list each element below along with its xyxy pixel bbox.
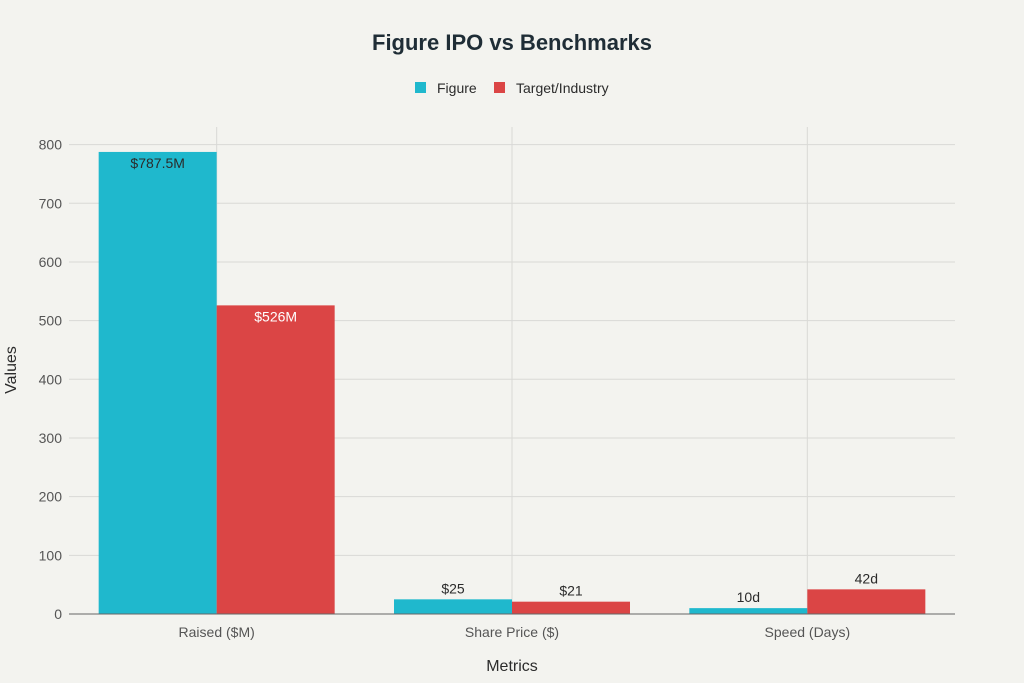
y-axis-title: Values <box>3 346 20 394</box>
y-tick-label: 600 <box>39 254 63 270</box>
data-label: $526M <box>254 308 297 324</box>
x-tick-label: Raised ($M) <box>179 624 255 640</box>
y-tick-label: 800 <box>39 137 63 153</box>
x-axis-title: Metrics <box>486 658 538 675</box>
y-tick-label: 500 <box>39 313 63 329</box>
bar-target-2 <box>807 589 926 614</box>
y-tick-label: 100 <box>39 547 63 563</box>
x-tick-label: Share Price ($) <box>465 624 559 640</box>
chart-title: Figure IPO vs Benchmarks <box>372 30 652 55</box>
y-tick-label: 400 <box>39 371 63 387</box>
bars <box>98 151 926 614</box>
y-tick-label: 200 <box>39 489 63 505</box>
data-labels: $787.5M $25 10d $526M $21 42d <box>130 155 878 605</box>
legend-swatch-figure <box>415 82 426 93</box>
y-tick-label: 700 <box>39 195 63 211</box>
legend: Figure Target/Industry <box>415 80 609 96</box>
legend-label-figure: Figure <box>437 80 477 96</box>
bar-figure-2 <box>689 608 808 614</box>
y-axis-ticks: 0 100 200 300 400 500 600 700 800 <box>39 137 63 622</box>
y-tick-label: 0 <box>54 606 62 622</box>
legend-label-target: Target/Industry <box>516 80 609 96</box>
x-tick-label: Speed (Days) <box>765 624 851 640</box>
legend-swatch-target <box>494 82 505 93</box>
data-label: $21 <box>559 583 583 599</box>
bar-target-1 <box>512 601 630 614</box>
data-label: $787.5M <box>130 155 184 171</box>
bar-figure-0 <box>98 151 217 614</box>
data-label: 42d <box>855 570 878 586</box>
bar-target-0 <box>216 305 335 614</box>
data-label: $25 <box>441 580 465 596</box>
bar-figure-1 <box>394 599 512 614</box>
data-label: 10d <box>737 589 760 605</box>
y-tick-label: 300 <box>39 430 63 446</box>
x-axis-ticks: Raised ($M) Share Price ($) Speed (Days) <box>179 624 851 640</box>
